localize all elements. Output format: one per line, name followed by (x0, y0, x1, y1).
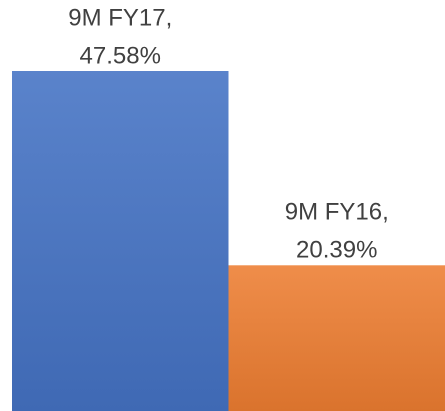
bar (228, 265, 445, 411)
category-label: 9M FY16, (285, 199, 389, 226)
category-label: 9M FY17, (68, 4, 172, 31)
bar (12, 71, 229, 411)
value-label: 20.39% (296, 237, 377, 264)
value-label: 47.58% (80, 42, 161, 69)
